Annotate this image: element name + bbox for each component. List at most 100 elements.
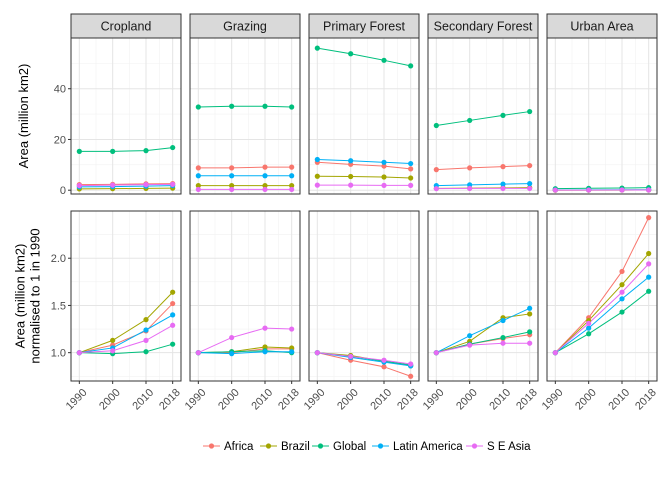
x-tick-label: 2018 <box>395 387 421 413</box>
series-line-latin-america <box>198 351 292 355</box>
panel-primary-forest-row2 <box>308 210 420 382</box>
data-point-global-1990 <box>433 122 439 129</box>
legend-item-global: Global <box>312 441 366 453</box>
panel-primary-forest-row1: Primary Forest <box>308 13 420 195</box>
data-point-s-e-asia-2000 <box>348 182 354 188</box>
x-tick-label: 1990 <box>302 387 328 413</box>
data-point-latin-america-1990 <box>314 156 320 163</box>
data-point-s-e-asia-2018 <box>289 326 295 332</box>
x-tick-label: 2010 <box>368 387 394 413</box>
data-point-brazil-2000 <box>229 183 235 189</box>
data-point-s-e-asia-2018 <box>527 340 533 346</box>
series-line-brazil <box>436 313 530 354</box>
series-line-africa <box>198 166 292 169</box>
series-line-global <box>555 187 649 190</box>
legend-label: Global <box>333 441 366 453</box>
data-point-s-e-asia-2010 <box>381 182 387 188</box>
panel-grazing-row1: Grazing <box>189 13 301 195</box>
data-point-global-2000 <box>110 148 116 154</box>
data-point-latin-america-2000 <box>229 173 235 179</box>
data-point-global-1990 <box>76 148 82 154</box>
panel-secondary-forest-row2 <box>427 210 539 382</box>
facet-label-secondary-forest: Secondary Forest <box>434 20 533 34</box>
data-point-s-e-asia-2010 <box>381 357 387 363</box>
data-point-latin-america-2010 <box>262 173 268 179</box>
data-point-global-2000 <box>586 331 592 337</box>
data-point-africa-2000 <box>467 165 473 171</box>
data-point-brazil-1990 <box>314 173 320 179</box>
data-point-s-e-asia-1990 <box>76 350 82 356</box>
panel-border <box>308 210 420 382</box>
data-point-africa-2018 <box>170 300 176 307</box>
data-point-s-e-asia-2000 <box>110 348 116 354</box>
data-point-s-e-asia-1990 <box>552 187 558 193</box>
data-point-africa-2010 <box>500 164 506 170</box>
data-point-global-2010 <box>143 349 149 355</box>
data-point-latin-america-2018 <box>646 274 652 280</box>
x-tick-label: 2000 <box>335 387 361 413</box>
legend-key-point <box>317 443 324 449</box>
legend-label: Brazil <box>281 441 310 453</box>
facet-label-cropland: Cropland <box>101 20 152 34</box>
data-point-s-e-asia-1990 <box>433 350 439 356</box>
y-axis-title: Area (million km2) <box>13 244 28 349</box>
panel-urban-area-row1: Urban Area <box>546 13 658 195</box>
panel-background <box>309 211 419 381</box>
x-tick-label: 2000 <box>216 387 242 413</box>
data-point-global-1990 <box>314 45 320 51</box>
data-point-s-e-asia-2000 <box>467 185 473 192</box>
data-point-s-e-asia-1990 <box>552 350 558 356</box>
data-point-brazil-2018 <box>646 250 652 257</box>
series-line-brazil <box>79 187 173 190</box>
data-point-latin-america-1990 <box>195 173 201 179</box>
data-point-latin-america-2010 <box>262 349 268 355</box>
data-point-brazil-2010 <box>262 183 268 189</box>
data-point-global-2018 <box>170 144 176 151</box>
data-point-s-e-asia-2000 <box>110 182 116 188</box>
series-line-global <box>79 147 173 152</box>
facet-label-primary-forest: Primary Forest <box>323 20 405 34</box>
panel-background <box>547 211 657 381</box>
series-line-brazil <box>554 253 650 354</box>
legend-key-point <box>471 443 478 449</box>
data-point-africa-2018 <box>527 162 533 169</box>
legend-item-latin-america: Latin America <box>372 441 463 453</box>
data-point-brazil-2018 <box>408 175 414 181</box>
x-tick-label: 1990 <box>421 387 447 413</box>
x-tick-label: 2010 <box>487 387 513 413</box>
data-point-latin-america-2010 <box>381 159 387 165</box>
data-point-latin-america-2018 <box>408 160 414 167</box>
panel-background <box>190 211 300 381</box>
data-point-s-e-asia-1990 <box>76 183 82 189</box>
x-tick-label: 2018 <box>276 387 302 413</box>
facet-strip <box>427 13 539 39</box>
data-point-global-2010 <box>381 57 387 63</box>
series-line-s-e-asia <box>79 183 173 187</box>
data-point-s-e-asia-2018 <box>527 185 533 192</box>
data-point-global-2010 <box>619 309 625 315</box>
data-point-brazil-2010 <box>143 317 149 323</box>
data-point-global-2018 <box>527 108 533 115</box>
data-point-s-e-asia-2018 <box>289 186 295 193</box>
data-point-global-2018 <box>170 341 176 347</box>
legend-key-point <box>265 443 272 449</box>
data-point-latin-america-2018 <box>289 349 295 355</box>
x-tick-label: 2000 <box>454 387 480 413</box>
x-tick-label: 1990 <box>183 387 209 413</box>
series-line-africa <box>554 217 650 354</box>
data-point-global-2010 <box>262 103 268 109</box>
data-point-latin-america-2018 <box>289 173 295 179</box>
data-point-global-2018 <box>646 288 652 294</box>
y-tick-label: 1.0 <box>51 348 66 360</box>
data-point-africa-2010 <box>381 364 387 370</box>
data-point-global-2010 <box>143 148 149 154</box>
panel-background <box>309 38 419 194</box>
data-point-latin-america-2000 <box>229 351 235 357</box>
data-point-s-e-asia-2018 <box>646 187 652 193</box>
data-point-africa-2018 <box>408 166 414 172</box>
data-point-latin-america-2018 <box>170 312 176 318</box>
series-line-global <box>317 47 411 67</box>
data-point-brazil-2010 <box>381 174 387 180</box>
facet-label-urban-area: Urban Area <box>570 20 633 34</box>
